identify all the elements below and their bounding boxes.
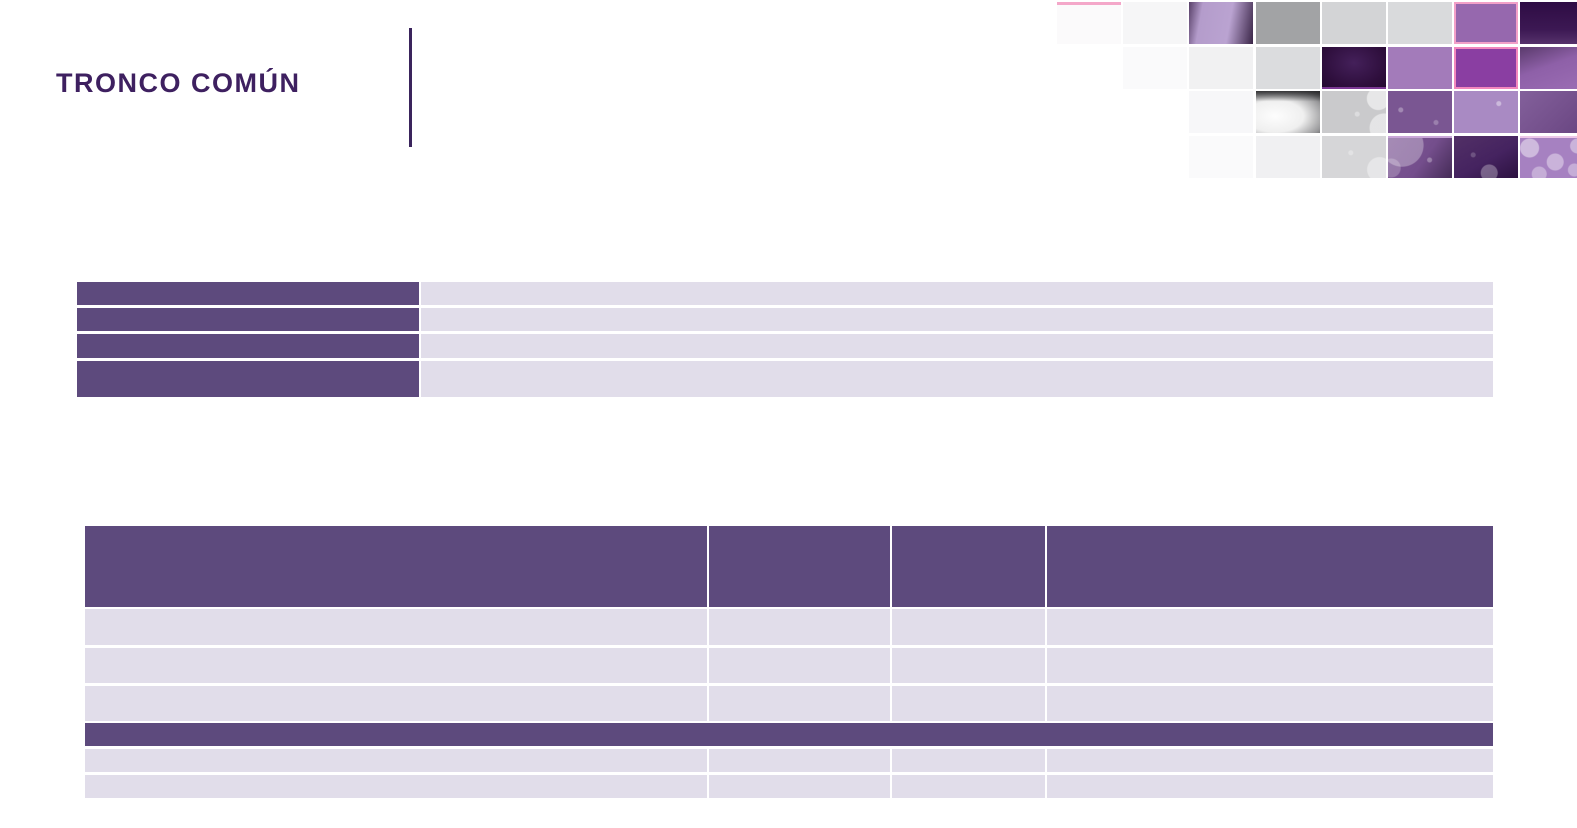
table-row [77,361,1493,397]
table-row [85,686,1493,721]
mosaic-tile [1255,2,1320,44]
table-header-cell [1047,526,1493,607]
table-cell [892,749,1045,772]
table-cell [85,686,707,721]
table-row [85,775,1493,798]
mosaic-tile [1388,91,1452,134]
mosaic-tile [1388,2,1452,44]
table-cell [709,609,890,645]
mosaic-tile [1189,46,1254,89]
mosaic-tile [1520,136,1577,179]
table-cell [892,648,1045,683]
mosaic-tile [1454,91,1519,134]
table-cell [709,686,890,721]
table-header-row [85,526,1493,607]
mosaic-tile [1123,2,1188,44]
mosaic-tile [1321,136,1386,179]
info-label-cell [77,282,419,305]
mosaic-tile [1321,46,1386,89]
info-value-cell [421,361,1493,397]
mosaic-tile [1454,2,1519,44]
table-cell [1047,609,1493,645]
mosaic-tile [1454,46,1519,89]
table-cell [892,609,1045,645]
table-cell [85,749,707,772]
table-row [77,334,1493,358]
mosaic-tile [1321,2,1386,44]
mosaic-tile [1520,2,1577,44]
table-cell [709,749,890,772]
table-cell [85,775,707,798]
info-label-cell [77,308,419,331]
table-row [85,609,1493,645]
table-cell [85,609,707,645]
table-header-cell [85,526,707,607]
decorative-mosaic [1056,0,1577,180]
table-cell [709,775,890,798]
table-row [85,648,1493,683]
table-cell [1047,775,1493,798]
mosaic-tile [1454,136,1519,179]
info-label-cell [77,334,419,358]
mosaic-tile [1189,91,1254,134]
mosaic-tile [1520,91,1577,134]
mosaic-tile [1255,136,1320,179]
info-value-cell [421,282,1493,305]
mosaic-tile [1388,136,1452,179]
mosaic-tile [1388,46,1452,89]
section-divider-row [85,723,1493,746]
title-divider [409,28,412,147]
courses-table [85,526,1493,798]
table-cell [1047,686,1493,721]
mosaic-tile [1255,46,1320,89]
table-header-cell [892,526,1045,607]
info-table [77,282,1493,397]
table-header-cell [709,526,890,607]
slide-title: TRONCO COMÚN [56,68,301,98]
info-value-cell [421,334,1493,358]
info-value-cell [421,308,1493,331]
table-cell [1047,749,1493,772]
table-cell [892,686,1045,721]
mosaic-tile [1189,2,1254,44]
table-cell [1047,648,1493,683]
mosaic-tile [1321,91,1386,134]
mosaic-tile [1123,46,1188,89]
table-cell [892,775,1045,798]
mosaic-tile [1520,46,1577,89]
table-cell [709,648,890,683]
table-row [77,282,1493,305]
table-cell [85,648,707,683]
mosaic-tile [1057,2,1121,44]
table-row [77,308,1493,331]
table-row [85,749,1493,772]
mosaic-tile [1189,136,1254,179]
mosaic-tile [1255,91,1320,134]
info-label-cell [77,361,419,397]
